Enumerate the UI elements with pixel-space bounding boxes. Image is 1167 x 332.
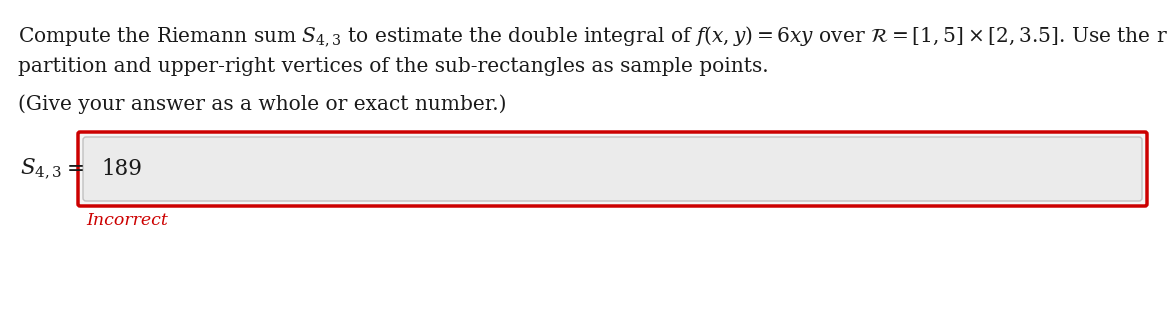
Text: Incorrect: Incorrect (86, 212, 168, 229)
FancyBboxPatch shape (83, 137, 1142, 201)
Text: (Give your answer as a whole or exact number.): (Give your answer as a whole or exact nu… (18, 94, 506, 114)
Text: 189: 189 (102, 158, 142, 180)
FancyBboxPatch shape (78, 132, 1147, 206)
Text: Compute the Riemann sum $S_{4,3}$ to estimate the double integral of $f(x, y) = : Compute the Riemann sum $S_{4,3}$ to est… (18, 24, 1167, 48)
Text: =: = (67, 158, 85, 180)
Text: $S_{4,3}$: $S_{4,3}$ (20, 157, 62, 182)
Text: partition and upper-right vertices of the sub-rectangles as sample points.: partition and upper-right vertices of th… (18, 57, 769, 76)
